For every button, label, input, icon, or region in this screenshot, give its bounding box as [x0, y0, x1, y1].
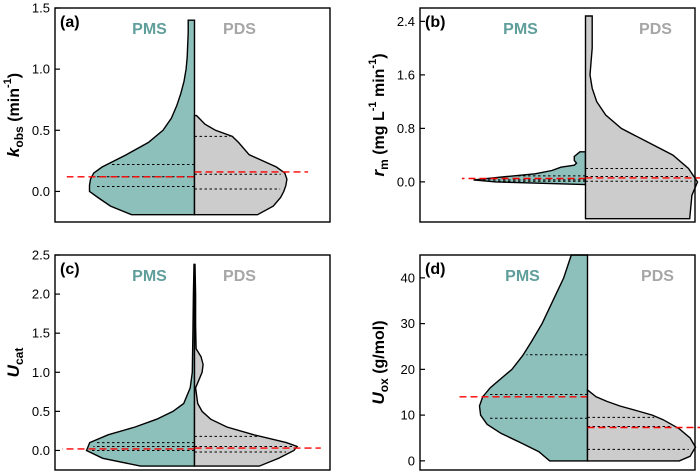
pds-violin: [193, 114, 288, 216]
pms-violin: [473, 151, 587, 186]
pds-violin: [193, 263, 299, 467]
panel-c: PMS PDS 0.0 0.5 1.0 1.5 2.0 2.5 (c) Ucat: [4, 248, 331, 471]
y-tick-label: 1.5: [32, 1, 50, 16]
y-tick-label: 30: [401, 316, 415, 331]
panel-label: (b): [425, 14, 445, 31]
y-tick-label: 0.5: [32, 123, 50, 138]
pms-violin: [85, 263, 196, 467]
y-tick-label: 1.0: [32, 365, 50, 380]
plot-frame: [54, 7, 331, 223]
y-tick-label: 0.0: [397, 174, 415, 189]
plot-frame: [419, 7, 696, 223]
plot-frame: [54, 254, 331, 471]
pms-violin: [478, 254, 589, 462]
y-tick-label: 1.0: [32, 62, 50, 77]
y-tick-label: 2.5: [32, 248, 50, 263]
y-tick-label: 40: [401, 270, 415, 285]
y-tick-label: 10: [401, 408, 415, 423]
y-tick-label: 0.0: [32, 443, 50, 458]
y-tick-label: 0.8: [397, 121, 415, 136]
y-tick-label: 1.5: [32, 326, 50, 341]
panel-label: (a): [60, 14, 80, 31]
y-tick-label: 0.5: [32, 404, 50, 419]
y-tick-label: 1.6: [397, 67, 415, 82]
pds-series-label: PDS: [223, 21, 256, 38]
pds-series-label: PDS: [639, 21, 672, 38]
plot-frame: [419, 254, 696, 471]
pds-violin: [586, 388, 697, 462]
y-tick-label: 0.0: [32, 184, 50, 199]
y-axis-label: kobs (min-1): [2, 73, 26, 157]
pms-series-label: PMS: [503, 21, 538, 38]
y-axis-label: rm (mg L-1 min-1): [367, 53, 391, 176]
y-tick-label: 2.4: [397, 14, 415, 29]
panel-a: PMS PDS 0.0 0.5 1.0 1.5 (a) kobs (min-1): [2, 1, 331, 223]
y-tick-label: 2.0: [32, 287, 50, 302]
panel-label: (d): [425, 261, 445, 278]
panel-d: PMS PDS 0 10 20 30 40 (d) Uox (g/mol): [369, 254, 700, 471]
pms-series-label: PMS: [505, 268, 540, 285]
pms-series-label: PMS: [132, 268, 167, 285]
panel-label: (c): [60, 261, 80, 278]
panel-b: PMS PDS 0.0 0.8 1.6 2.4 (b) rm (mg L-1 min-1): [367, 7, 700, 223]
y-axis-label: Ucat: [4, 348, 26, 378]
y-axis-label: Uox (g/mol): [369, 320, 391, 404]
pms-violin: [88, 19, 196, 216]
y-tick-label: 20: [401, 362, 415, 377]
pds-series-label: PDS: [641, 268, 674, 285]
pds-violin: [584, 15, 699, 220]
pms-series-label: PMS: [132, 21, 167, 38]
y-tick-label: 0: [408, 453, 415, 468]
pds-series-label: PDS: [223, 268, 256, 285]
